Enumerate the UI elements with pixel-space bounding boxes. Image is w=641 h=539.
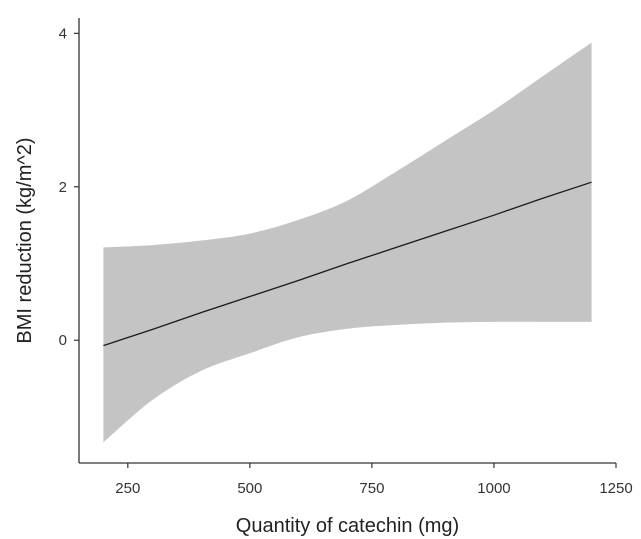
x-tick-label: 750 [359,480,384,497]
x-tick-label: 1000 [477,480,510,497]
y-tick-label: 4 [59,25,67,42]
regression-line [103,181,592,347]
plot-area [103,42,592,443]
axes [78,18,616,464]
y-axis-title: BMI reduction (kg/m^2) [14,137,36,343]
x-tick-label: 250 [115,480,140,497]
x-tick-label: 500 [237,480,262,497]
x-tick-label: 1250 [599,480,632,497]
confidence-band [103,42,592,443]
x-axis-title: Quantity of catechin (mg) [236,515,459,537]
y-tick-label: 2 [59,179,67,196]
y-tick-label: 0 [59,332,67,349]
ticks: 250 500 750 1000 1250 0 2 4 [59,25,633,497]
